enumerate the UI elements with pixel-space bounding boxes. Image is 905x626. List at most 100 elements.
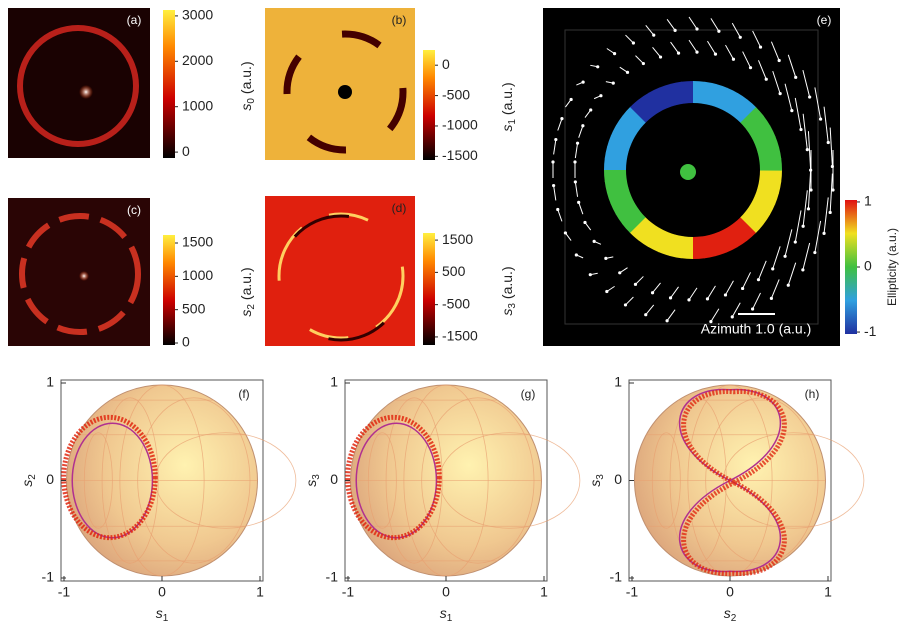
ring-segment [750, 125, 776, 145]
spot [79, 271, 89, 281]
arrow-head [605, 289, 609, 294]
arrow [752, 292, 761, 310]
unit: (a.u.) [238, 267, 254, 300]
arrow [710, 308, 720, 322]
scale-bar-label: Azimuth 1.0 (a.u.) [701, 321, 812, 337]
ring-segment [610, 124, 636, 145]
arrow [725, 280, 734, 296]
arrow [578, 202, 584, 215]
tick-label: -1 [864, 323, 877, 339]
arrow-head [813, 250, 817, 255]
axis-label: s3 [303, 474, 322, 487]
colorbar [163, 235, 175, 345]
symbol: s [303, 480, 319, 487]
arrow [742, 51, 751, 68]
axis-label: s2 [19, 474, 38, 487]
ring-segment [658, 231, 676, 256]
arrow [814, 87, 822, 120]
x-tick-label: 0 [158, 584, 166, 600]
ring-segment [648, 87, 668, 113]
arrow-head [764, 77, 768, 81]
y-tick-label: 0 [614, 471, 622, 487]
ring-segment [759, 158, 782, 171]
panel-label: (g) [521, 387, 536, 401]
tick-label: 0 [864, 258, 872, 274]
arrow-head [611, 81, 615, 85]
arrow-head [574, 253, 578, 257]
arrow [823, 106, 829, 143]
arrow-head [723, 293, 728, 297]
y-tick-label: 1 [330, 374, 338, 390]
tick-label: 2000 [182, 52, 213, 68]
arrow-head [577, 200, 581, 204]
arrow [710, 18, 720, 32]
tick-label: 1000 [182, 267, 213, 283]
tick-label: 1500 [442, 231, 473, 247]
panel-label: (e) [817, 13, 832, 27]
arrow [666, 309, 676, 322]
arrow-head [575, 141, 580, 145]
arrow [784, 229, 793, 257]
arrow-head [581, 124, 585, 128]
ring-segment [622, 106, 647, 130]
arrow [553, 185, 557, 201]
subscript: 3 [311, 474, 322, 480]
arrow [625, 296, 634, 306]
ring-segment [701, 234, 717, 259]
arrow-head [809, 188, 813, 192]
arrow [802, 70, 811, 98]
arrow-head [588, 273, 592, 277]
ring-segment [725, 223, 748, 248]
ring-segment [630, 99, 653, 123]
tick-label: 0 [182, 334, 190, 350]
arrow [688, 287, 698, 301]
arrow [731, 302, 741, 318]
arrow-head [826, 140, 830, 145]
arrow-head [786, 283, 790, 287]
symbol: s [238, 310, 254, 317]
arrow-head [596, 65, 600, 69]
symbol: s [156, 605, 163, 621]
ring-segment [709, 231, 728, 257]
tick-label: 500 [182, 300, 206, 316]
x-tick-label: 1 [540, 584, 548, 600]
arrow-head [551, 160, 555, 164]
ring-segment [757, 146, 782, 162]
arrow [557, 118, 563, 131]
ring-segment [638, 92, 661, 117]
ring [19, 213, 141, 335]
arrow [802, 190, 808, 227]
arrow-head [806, 207, 811, 211]
ring-segment [647, 227, 668, 253]
arrow [574, 181, 579, 197]
arrow-head [589, 108, 593, 112]
arrow-head [573, 180, 577, 184]
symbol: s [587, 480, 603, 487]
colorbar [163, 10, 175, 158]
arrow-head [581, 80, 585, 84]
arrow [578, 125, 584, 138]
y-tick-label: 1 [614, 374, 622, 390]
arrow [829, 173, 833, 213]
arrow-head [612, 52, 617, 56]
arrow-head [618, 271, 622, 275]
arrow-head [705, 297, 710, 301]
ring [17, 25, 139, 147]
ring-segment [759, 169, 782, 183]
arrow [688, 16, 698, 30]
spot [79, 85, 93, 99]
x-tick-label: 0 [442, 584, 450, 600]
y-tick-label: 0 [330, 471, 338, 487]
unit: (a.u.) [499, 82, 515, 115]
arrow-head [805, 148, 809, 152]
x-tick-label: -1 [626, 584, 639, 600]
ring-segment [692, 236, 705, 259]
ring-segment [622, 210, 646, 233]
y-tick-label: -1 [326, 569, 339, 585]
arrow-head [652, 33, 656, 37]
arrow-head [818, 117, 823, 121]
arrow-head [625, 70, 630, 74]
arrow-head [631, 41, 635, 45]
subscript: 1 [507, 119, 518, 125]
arrow [787, 262, 797, 286]
